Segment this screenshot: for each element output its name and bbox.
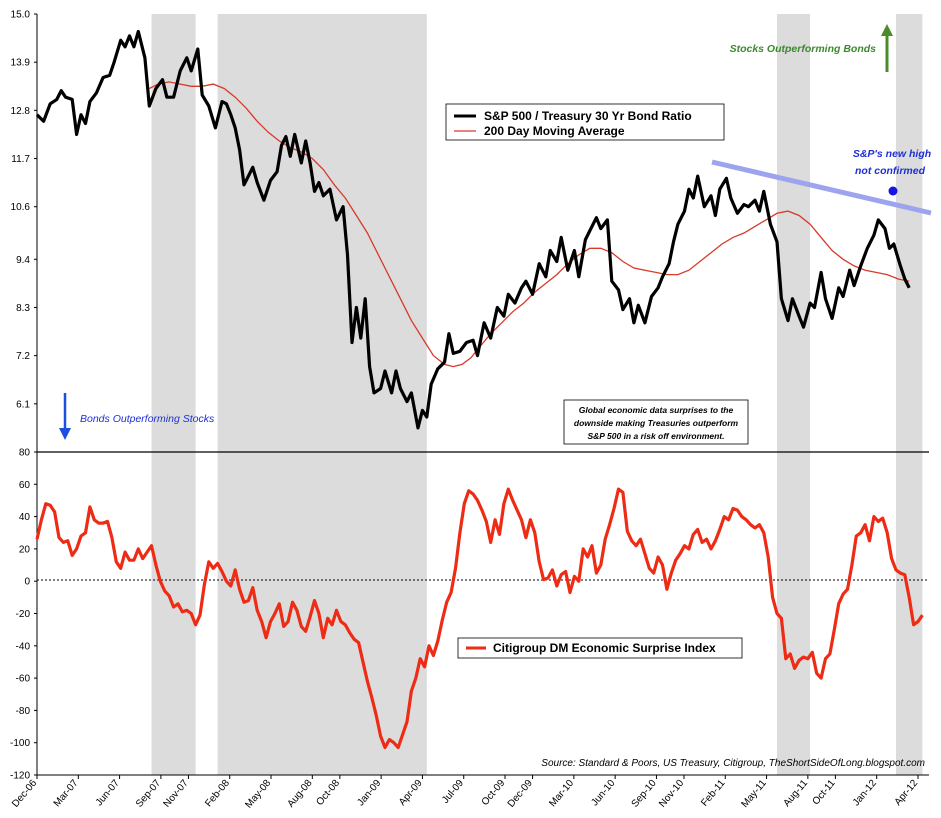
surprise-index-line xyxy=(35,487,924,750)
xtick-label: Dec-06 xyxy=(10,778,39,810)
top-ytick-label: 9.4 xyxy=(16,255,30,266)
bottom-y-axis: 80 60 40 20 0 -20 -40 -60 -80 -100 -120 xyxy=(10,448,37,782)
stocks-outperforming-label: Stocks Outperforming Bonds xyxy=(730,43,877,55)
top-ytick-label: 12.8 xyxy=(11,106,31,117)
xtick-label: Sep-10 xyxy=(630,778,659,810)
shaded-periods xyxy=(151,14,923,775)
top-ytick-label: 8.3 xyxy=(16,303,30,314)
explanation-line-3: S&P 500 in a risk off environment. xyxy=(588,431,725,441)
top-ytick-label: 6.1 xyxy=(16,399,30,410)
bottom-legend-box xyxy=(457,637,743,659)
bottom-ytick-label: 40 xyxy=(19,512,31,523)
moving-average-line xyxy=(149,81,910,368)
explanation-line-1: Global economic data surprises to the xyxy=(579,405,734,415)
blue-arrow-down-icon xyxy=(59,428,71,440)
shaded-period-1 xyxy=(217,14,427,775)
legend-ratio-label: S&P 500 / Treasury 30 Yr Bond Ratio xyxy=(484,109,692,123)
xtick-label: Nov-07 xyxy=(162,778,191,810)
top-legend: S&P 500 / Treasury 30 Yr Bond Ratio 200 … xyxy=(445,103,725,141)
xtick-label: Feb-11 xyxy=(699,778,728,809)
top-ytick-label: 11.7 xyxy=(11,154,30,165)
green-arrow-up-icon xyxy=(881,24,893,36)
top-ytick-label: 15.0 xyxy=(11,10,31,21)
top-ytick-label: 13.9 xyxy=(11,58,31,69)
legend-ma-label: 200 Day Moving Average xyxy=(484,124,625,138)
bottom-ytick-label: -100 xyxy=(10,738,30,749)
shaded-period-2 xyxy=(777,14,811,775)
xtick-label: Nov-10 xyxy=(657,778,686,810)
source-credit: Source: Standard & Poors, US Treasury, C… xyxy=(541,758,925,769)
sp-not-confirmed-label: not confirmed xyxy=(855,165,926,177)
bottom-ytick-label: -80 xyxy=(16,706,31,717)
xtick-label: Dec-09 xyxy=(506,778,535,810)
bonds-outperforming-label: Bonds Outperforming Stocks xyxy=(80,413,215,425)
xtick-label: Jun-10 xyxy=(589,778,617,809)
shaded-period-0 xyxy=(151,14,196,775)
top-y-axis: 15.0 13.9 12.8 11.7 10.6 9.4 8.3 7.2 6.1 xyxy=(11,10,37,410)
xtick-label: Feb-08 xyxy=(203,778,232,810)
legend-surprise-label: Citigroup DM Economic Surprise Index xyxy=(493,641,716,655)
xtick-label: Jan-12 xyxy=(851,778,879,809)
xtick-label: Aug-08 xyxy=(285,778,314,810)
top-ytick-label: 10.6 xyxy=(11,202,31,213)
ratio-line xyxy=(35,29,911,430)
bonds-outperforming-annotation: Bonds Outperforming Stocks xyxy=(59,393,215,440)
xtick-label: Mar-07 xyxy=(52,778,81,810)
xtick-label: Oct-08 xyxy=(314,778,342,808)
xtick-label: Aug-11 xyxy=(781,778,810,810)
sp-new-high-label: S&P's new high xyxy=(853,148,931,160)
xtick-label: Sep-07 xyxy=(134,778,163,810)
xtick-label: Oct-09 xyxy=(480,778,508,808)
explanation-line-2: downside making Treasuries outperform xyxy=(574,418,739,428)
bottom-legend: Citigroup DM Economic Surprise Index xyxy=(457,637,743,659)
bottom-ytick-label: 20 xyxy=(19,544,31,555)
xtick-label: Oct-11 xyxy=(810,778,838,808)
xtick-label: Jan-09 xyxy=(355,778,383,809)
shaded-period-3 xyxy=(895,14,923,775)
bottom-ytick-label: 80 xyxy=(19,448,31,459)
bottom-ytick-label: -60 xyxy=(16,674,31,685)
xtick-label: Jun-07 xyxy=(94,778,122,809)
bottom-ytick-label: 0 xyxy=(24,577,30,588)
bottom-ytick-label: 60 xyxy=(19,480,31,491)
xtick-label: May-08 xyxy=(243,778,273,811)
xtick-label: Apr-09 xyxy=(397,778,425,808)
bottom-ytick-label: -20 xyxy=(16,609,31,620)
top-ytick-label: 7.2 xyxy=(16,351,30,362)
top-legend-box xyxy=(445,103,725,141)
xtick-label: Jul-09 xyxy=(440,778,466,806)
bottom-ytick-label: -40 xyxy=(16,641,31,652)
stocks-outperforming-annotation: Stocks Outperforming Bonds xyxy=(730,24,893,72)
bottom-ytick-label: -120 xyxy=(10,771,30,782)
trendline xyxy=(711,159,932,216)
new-high-dot xyxy=(888,186,898,196)
xtick-label: Mar-10 xyxy=(547,778,576,810)
explanation-box: Global economic data surprises to the do… xyxy=(563,399,749,445)
explanation-box-frame xyxy=(563,399,749,445)
xtick-label: Apr-12 xyxy=(893,778,921,808)
xtick-label: May-11 xyxy=(739,778,769,810)
